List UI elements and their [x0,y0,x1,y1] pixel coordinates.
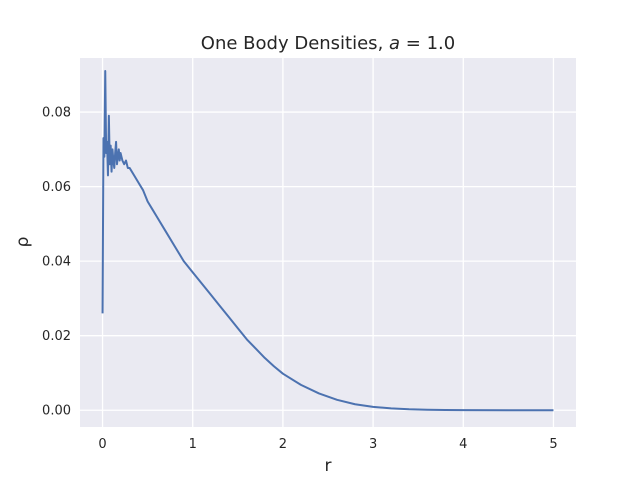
x-tick-labels: 0 1 2 3 4 5 [98,437,557,452]
y-tick-label: 0.00 [42,404,71,419]
grid [80,58,576,427]
chart-title: One Body Densities, a = 1.0 [201,33,455,54]
x-tick-label: 1 [189,437,197,452]
x-tick-label: 3 [369,437,377,452]
title-variable: a [389,33,400,54]
x-tick-label: 4 [459,437,467,452]
series-layer [101,70,554,412]
x-tick-label: 5 [549,437,557,452]
y-tick-label: 0.06 [42,180,71,195]
y-tick-label: 0.04 [42,255,71,270]
y-axis-label: ρ [13,237,33,248]
x-axis-label: r [325,456,332,476]
density-line [101,70,554,412]
x-tick-label: 0 [98,437,106,452]
y-tick-labels: 0.00 0.02 0.04 0.06 0.08 [42,106,71,419]
plot-background [80,58,576,427]
y-tick-label: 0.08 [42,106,71,121]
x-tick-label: 2 [279,437,287,452]
y-tick-label: 0.02 [42,329,71,344]
